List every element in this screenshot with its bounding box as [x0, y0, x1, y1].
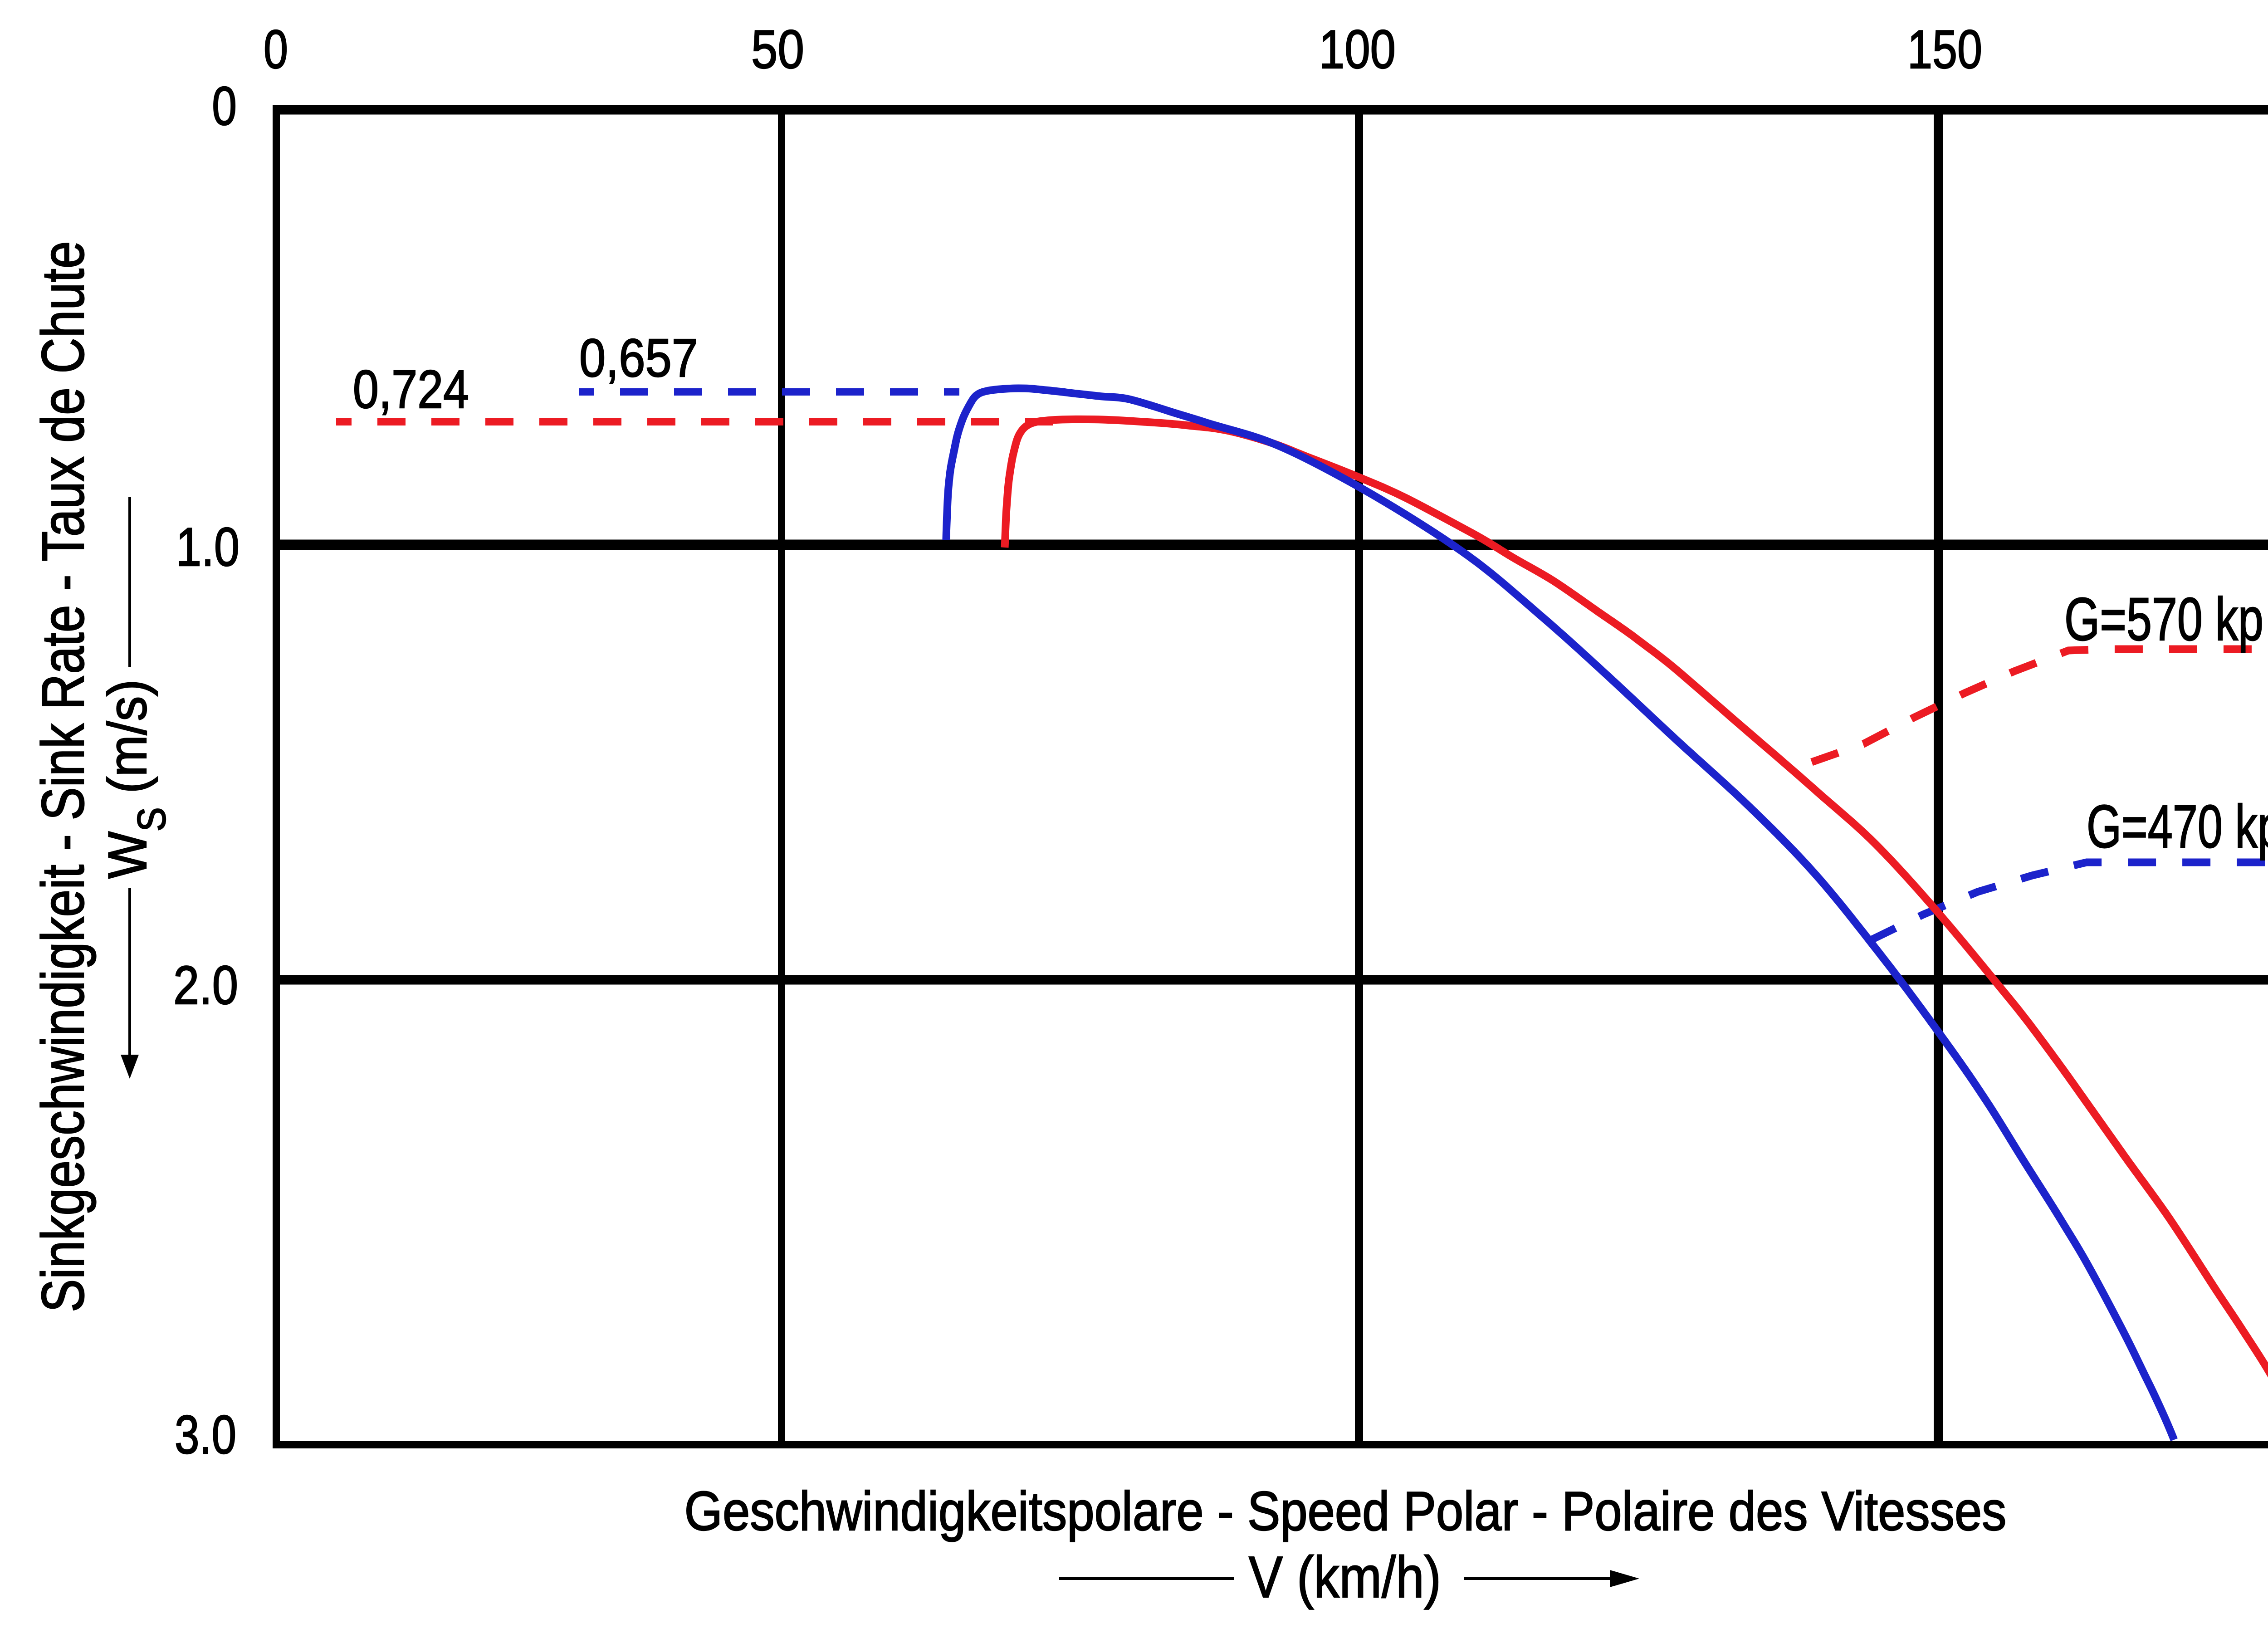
svg-text:V (km/h): V (km/h): [1249, 1545, 1441, 1610]
svg-text:100: 100: [1319, 19, 1396, 80]
svg-text:0,724: 0,724: [353, 359, 469, 420]
svg-text:0: 0: [264, 19, 288, 80]
svg-text:G=470 kp: G=470 kp: [2087, 792, 2268, 860]
svg-text:G=570 kp: G=570 kp: [2064, 586, 2263, 653]
svg-text:Sinkgeschwindigkeit - Sink Rat: Sinkgeschwindigkeit - Sink Rate - Taux d…: [29, 241, 96, 1312]
svg-text:Geschwindigkeitspolare - Speed: Geschwindigkeitspolare - Speed Polar - P…: [684, 1481, 2007, 1542]
svg-text:50: 50: [751, 19, 804, 79]
svg-text:150: 150: [1907, 19, 1982, 80]
svg-text:3.0: 3.0: [175, 1405, 236, 1466]
svg-text:1.0: 1.0: [176, 517, 240, 577]
svg-text:0: 0: [212, 76, 237, 137]
svg-text:2.0: 2.0: [173, 955, 238, 1016]
svg-text:0,657: 0,657: [579, 328, 698, 388]
